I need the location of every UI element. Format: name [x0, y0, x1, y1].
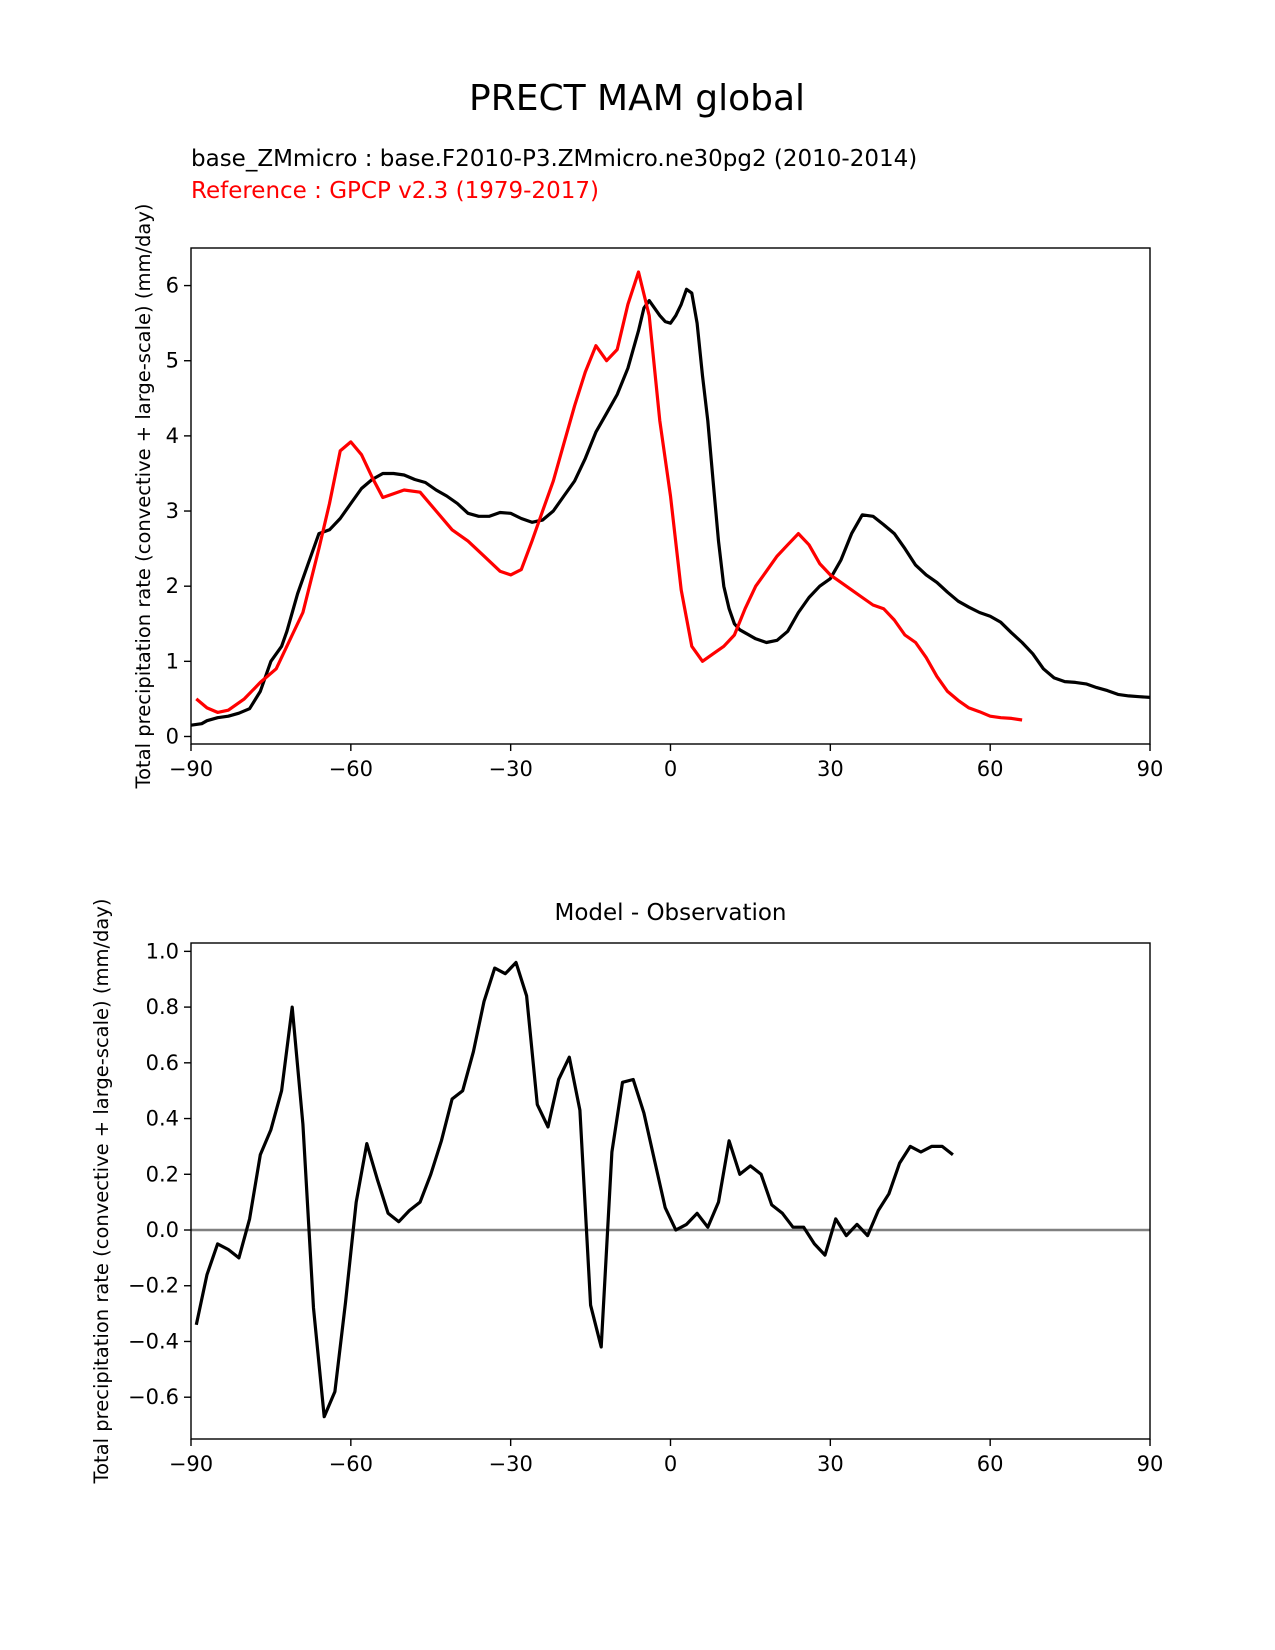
y-tick-label: 0.6 — [146, 1051, 179, 1075]
x-tick-label: 0 — [664, 757, 677, 781]
y-tick-label: 5 — [166, 349, 179, 373]
x-tick-label: 60 — [977, 757, 1004, 781]
x-tick-label: 90 — [1137, 757, 1164, 781]
x-tick-label: 0 — [664, 1452, 677, 1476]
figure-title: PRECT MAM global — [469, 78, 805, 119]
y-axis-label: Total precipitation rate (convective + l… — [90, 899, 113, 1485]
y-tick-label: 1.0 — [146, 939, 179, 963]
x-tick-label: 30 — [817, 757, 844, 781]
y-tick-label: 0.2 — [146, 1162, 179, 1186]
x-tick-label: −60 — [329, 1452, 373, 1476]
panel-title-line-1: Reference : GPCP v2.3 (1979-2017) — [191, 178, 599, 204]
y-tick-label: 0.0 — [146, 1218, 179, 1242]
y-tick-label: 6 — [166, 274, 179, 298]
panel-title: Model - Observation — [554, 900, 786, 926]
series-line-0 — [194, 960, 954, 1419]
x-tick-label: 30 — [817, 1452, 844, 1476]
y-tick-label: −0.2 — [128, 1274, 179, 1298]
series-line-1 — [195, 270, 1023, 722]
y-tick-label: 0.4 — [146, 1107, 179, 1131]
x-tick-label: 60 — [977, 1452, 1004, 1476]
y-tick-label: 3 — [166, 499, 179, 523]
bottom-panel-difference: Model - Observation −90 −60 −30 0 30 60 90 −0.6 −… — [90, 899, 1163, 1485]
top-panel-climatology: base_ZMmicro : base.F2010-P3.ZMmicro.ne3… — [132, 146, 1163, 789]
x-tick-label: −60 — [329, 757, 373, 781]
x-tick-label: −90 — [169, 1452, 213, 1476]
y-tick-label: 1 — [166, 649, 179, 673]
y-tick-label: 4 — [166, 424, 179, 448]
y-tick-label: 2 — [166, 574, 179, 598]
y-tick-label: 0 — [166, 724, 179, 748]
x-tick-label: −30 — [489, 1452, 533, 1476]
x-tick-label: 90 — [1137, 1452, 1164, 1476]
series-line-0 — [190, 287, 1151, 727]
panel-title-line-0: base_ZMmicro : base.F2010-P3.ZMmicro.ne3… — [191, 146, 917, 172]
y-tick-label: 0.8 — [146, 995, 179, 1019]
y-tick-label: −0.6 — [128, 1385, 179, 1409]
y-axis-label: Total precipitation rate (convective + l… — [132, 204, 155, 790]
x-tick-label: −30 — [489, 757, 533, 781]
x-tick-label: −90 — [169, 757, 213, 781]
axes-frame — [190, 942, 1151, 1440]
y-tick-label: −0.4 — [128, 1329, 179, 1353]
